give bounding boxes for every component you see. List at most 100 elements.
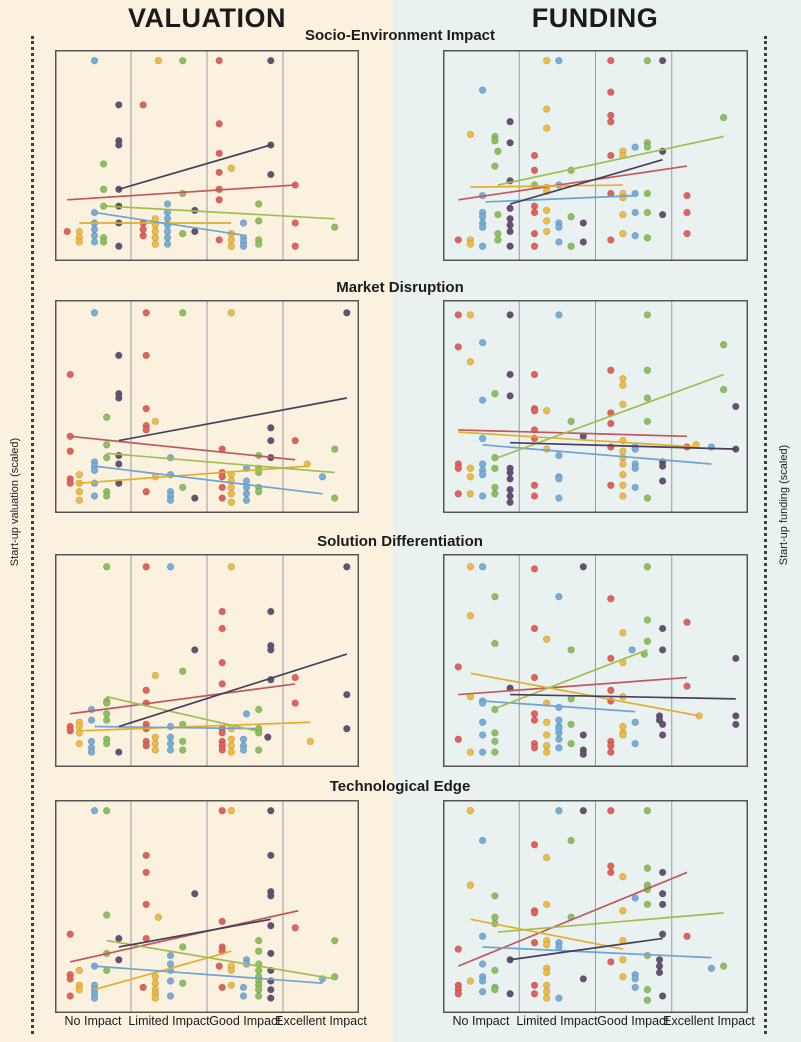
data-point-blue xyxy=(166,496,175,504)
data-point-blue xyxy=(90,492,99,500)
data-point-red xyxy=(683,229,691,238)
data-point-red xyxy=(66,975,74,983)
data-point-red xyxy=(142,404,150,413)
data-point-yellow xyxy=(227,483,236,492)
data-point-purple xyxy=(506,485,514,494)
data-point-purple xyxy=(506,242,514,250)
data-point-yellow xyxy=(619,375,627,383)
row-title-socio-environment: Socio-Environment Impact xyxy=(304,27,496,44)
data-point-yellow xyxy=(154,56,163,65)
data-point-yellow xyxy=(466,612,475,620)
data-point-green xyxy=(102,413,111,421)
data-point-red xyxy=(218,729,226,737)
data-point-green xyxy=(719,962,728,970)
data-point-yellow xyxy=(151,733,160,741)
data-point-green xyxy=(643,900,652,909)
data-point-green xyxy=(491,483,499,492)
data-point-blue xyxy=(555,703,563,712)
data-point-purple xyxy=(579,806,588,815)
data-point-yellow xyxy=(619,907,627,915)
data-point-red xyxy=(215,168,223,177)
trend-line-red xyxy=(458,676,688,696)
data-point-red xyxy=(66,727,74,735)
trend-line-yellow xyxy=(79,465,308,485)
data-point-green xyxy=(491,737,499,746)
data-point-purple xyxy=(658,646,667,654)
data-point-purple xyxy=(191,494,199,502)
data-point-green xyxy=(643,996,652,1004)
data-point-blue xyxy=(163,200,172,208)
data-point-yellow xyxy=(227,742,236,750)
data-point-blue xyxy=(478,932,487,941)
data-point-blue xyxy=(478,731,487,739)
data-point-red xyxy=(291,219,299,227)
data-point-purple xyxy=(655,956,664,964)
data-point-purple xyxy=(267,607,275,616)
data-point-red xyxy=(683,208,691,217)
data-point-green xyxy=(178,56,187,65)
data-point-blue xyxy=(163,240,172,248)
data-point-green xyxy=(102,710,111,718)
data-point-purple xyxy=(264,733,272,741)
data-point-red xyxy=(454,663,462,671)
data-point-green xyxy=(494,210,502,219)
data-point-yellow xyxy=(466,977,475,985)
data-point-red xyxy=(454,735,462,744)
data-point-blue xyxy=(555,735,563,744)
data-point-yellow xyxy=(542,217,551,225)
data-point-red xyxy=(607,686,615,695)
data-point-purple xyxy=(191,227,199,236)
data-point-green xyxy=(567,836,575,845)
data-point-blue xyxy=(242,496,251,504)
data-point-green xyxy=(178,943,187,951)
data-point-blue xyxy=(555,311,563,319)
data-point-blue xyxy=(478,242,487,250)
data-point-yellow xyxy=(227,966,236,975)
data-point-yellow xyxy=(542,900,551,909)
data-point-yellow xyxy=(75,739,83,748)
data-point-green xyxy=(643,394,652,402)
data-point-red xyxy=(607,481,615,490)
data-point-red xyxy=(683,932,691,941)
data-point-green xyxy=(491,729,499,737)
data-point-yellow xyxy=(151,227,160,236)
data-point-yellow xyxy=(151,240,160,248)
data-point-red xyxy=(291,673,299,682)
data-point-green xyxy=(643,864,652,872)
data-point-purple xyxy=(115,451,123,460)
data-point-red xyxy=(142,488,150,496)
data-point-red xyxy=(530,407,539,415)
data-point-yellow xyxy=(151,739,160,748)
data-point-purple xyxy=(343,309,351,317)
data-point-yellow xyxy=(151,979,160,987)
data-point-red xyxy=(607,742,615,750)
data-point-red xyxy=(454,236,462,244)
data-point-blue xyxy=(555,238,563,246)
data-point-green xyxy=(102,739,111,748)
data-point-red xyxy=(530,492,539,500)
data-point-green xyxy=(643,494,652,502)
data-point-green xyxy=(491,705,499,714)
data-point-blue xyxy=(478,563,487,571)
trend-line-green xyxy=(106,939,335,980)
data-point-red xyxy=(530,202,539,210)
data-point-yellow xyxy=(542,206,551,215)
data-point-green xyxy=(643,143,652,151)
data-point-blue xyxy=(478,213,487,221)
data-point-red xyxy=(218,746,226,754)
data-point-yellow xyxy=(227,806,236,815)
data-point-green xyxy=(643,563,652,571)
row-title-market-disruption: Market Disruption xyxy=(336,279,464,296)
data-point-purple xyxy=(579,219,588,227)
data-point-purple xyxy=(115,185,123,194)
data-point-yellow xyxy=(75,722,83,731)
trend-line-red xyxy=(458,165,688,201)
data-point-red xyxy=(142,351,150,360)
panel-border xyxy=(443,554,748,767)
data-point-red xyxy=(454,990,462,998)
data-point-red xyxy=(530,370,539,379)
data-point-green xyxy=(643,806,652,815)
data-point-blue xyxy=(631,975,639,983)
trend-line-purple xyxy=(118,397,347,442)
data-point-blue xyxy=(90,238,99,246)
